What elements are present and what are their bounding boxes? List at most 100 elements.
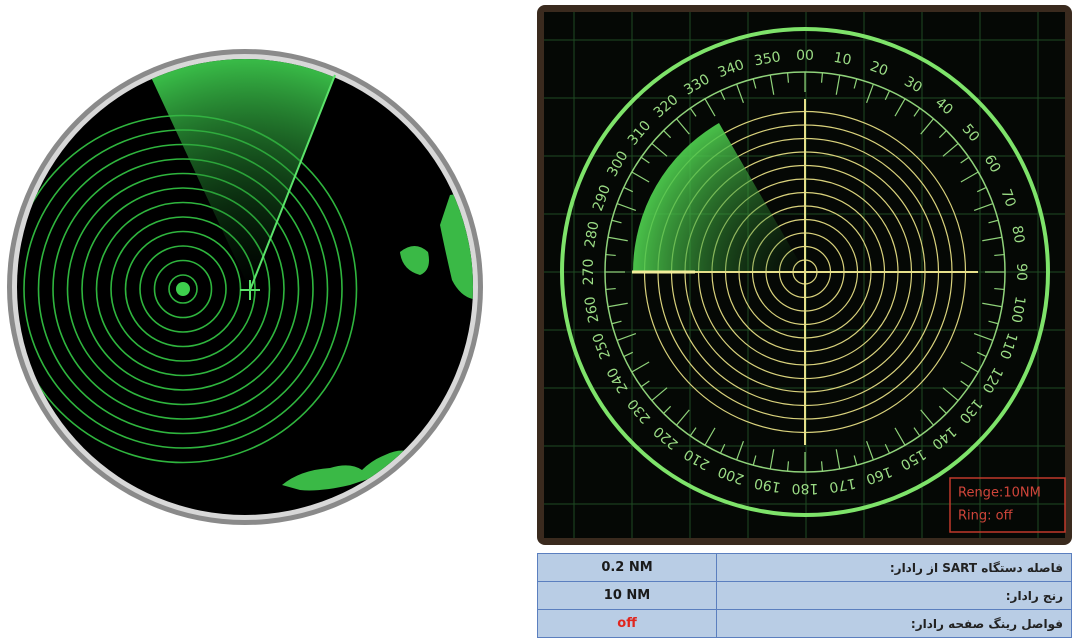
tick — [960, 171, 979, 183]
tick — [651, 387, 668, 402]
tick — [704, 427, 716, 446]
bearing-label: 180 — [792, 480, 819, 496]
tick — [769, 449, 775, 470]
tick — [820, 461, 824, 472]
tick — [994, 287, 1005, 291]
tick — [865, 440, 874, 461]
value: 10 NM — [537, 581, 717, 610]
tick — [623, 351, 634, 358]
tick — [769, 74, 775, 95]
bearing-label: 10 — [832, 50, 852, 69]
value: off — [537, 609, 717, 638]
bearing-label: 100 — [1008, 295, 1028, 324]
tick — [640, 156, 650, 164]
row: 0.2 NM فاصله دستگاه SART از رادار: — [537, 553, 1072, 582]
tick — [663, 405, 672, 414]
bearing-label: 70 — [997, 187, 1018, 209]
ring — [81, 187, 285, 391]
sweep — [150, 59, 335, 290]
tick — [736, 83, 745, 104]
tick — [884, 443, 891, 454]
ring-label: Ring: off — [958, 509, 1014, 524]
tick — [651, 142, 668, 157]
tick — [988, 219, 999, 224]
bearing-label: 90 — [1013, 263, 1029, 281]
tick — [631, 171, 650, 183]
sweep-line — [249, 74, 336, 291]
ring — [139, 245, 227, 333]
tick — [835, 74, 841, 95]
tick — [605, 287, 616, 291]
tick — [853, 78, 858, 89]
tick — [973, 203, 994, 212]
label: رنج رادار: — [716, 581, 1072, 610]
tick — [976, 351, 987, 358]
ticks — [605, 72, 1005, 472]
tick — [675, 118, 690, 135]
tick — [623, 186, 634, 193]
info-box — [949, 477, 1066, 533]
tick — [663, 130, 672, 139]
tick — [631, 361, 650, 373]
bearing-label: 20 — [868, 58, 890, 79]
info-table: 0.2 NM فاصله دستگاه SART از رادار: 10 NM ر… — [537, 553, 1072, 638]
tick — [982, 236, 1003, 242]
tick — [607, 236, 628, 242]
tick — [973, 332, 994, 341]
tick — [938, 405, 947, 414]
value: 0.2 NM — [537, 553, 717, 582]
tick — [689, 107, 697, 117]
tick — [719, 443, 726, 454]
bearing-label: 270 — [581, 259, 597, 286]
tick — [988, 320, 999, 325]
tick — [611, 219, 622, 224]
tick — [938, 130, 947, 139]
tick — [976, 186, 987, 193]
ring — [153, 259, 213, 319]
ring — [168, 274, 198, 304]
ring — [95, 201, 271, 377]
bearing-label: 60 — [981, 152, 1004, 175]
tick — [853, 455, 858, 466]
label: فاصله دستگاه SART از رادار: — [716, 553, 1072, 582]
tick — [994, 253, 1005, 257]
tick — [960, 361, 979, 373]
tick — [920, 118, 935, 135]
outer-ring — [560, 27, 1050, 517]
screen — [17, 59, 473, 515]
bearing-label: 00 — [796, 48, 814, 64]
tick — [605, 253, 616, 257]
tick — [835, 449, 841, 470]
tick — [960, 156, 970, 164]
tick — [920, 409, 935, 426]
bearing-label: 260 — [582, 295, 602, 324]
tick — [913, 107, 921, 117]
tick — [752, 78, 757, 89]
ring — [52, 158, 314, 420]
tick — [675, 409, 690, 426]
label: فواصل رینگ صفحه رادار: — [716, 609, 1072, 638]
tick — [640, 380, 650, 388]
bearing-label: 170 — [828, 475, 857, 495]
row: 10 NM رنج رادار: — [537, 581, 1072, 610]
range-label: Renge:10NM — [958, 486, 1041, 501]
tick — [752, 455, 757, 466]
sweep — [633, 123, 805, 272]
tick — [894, 427, 906, 446]
bearing-label: 80 — [1008, 224, 1027, 244]
tick — [616, 332, 637, 341]
cross — [240, 280, 260, 300]
tick — [894, 98, 906, 117]
tick — [942, 387, 959, 402]
tick — [736, 440, 745, 461]
tick — [865, 83, 874, 104]
left-radar — [7, 49, 483, 525]
bearing-label: 30 — [901, 74, 924, 97]
bearing-label: 190 — [753, 475, 782, 495]
tick — [982, 302, 1003, 308]
tick — [607, 302, 628, 308]
right-radar: 00 10 203040506070809010011012013014015016… — [537, 5, 1072, 545]
bearing-label: 350 — [753, 49, 782, 69]
tick — [960, 380, 970, 388]
